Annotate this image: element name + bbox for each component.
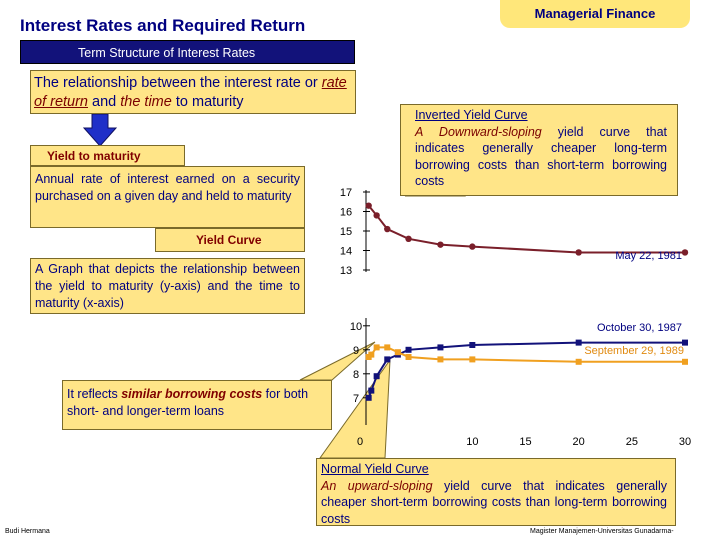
similar-emphasis: similar borrowing costs	[121, 387, 263, 401]
data-point	[575, 249, 582, 256]
lower-x-ticks: 0 10 15 20 25 30	[357, 436, 691, 448]
data-point	[682, 339, 688, 346]
x-tick-label: 25	[626, 436, 638, 448]
series-line	[367, 341, 685, 399]
intro-text-1: The relationship between the interest ra…	[34, 75, 322, 91]
intro-text-2: and	[88, 94, 121, 110]
data-point	[373, 212, 380, 219]
x-tick-label: 10	[466, 436, 478, 448]
y-tick-label: 16	[340, 207, 352, 219]
data-point	[384, 225, 391, 233]
series-label-sep-1989: September 29, 1989	[584, 345, 684, 357]
intro-box: The relationship between the interest ra…	[30, 70, 356, 114]
lower-series-group	[365, 339, 688, 401]
similar-text-1: It reflects	[67, 387, 122, 401]
data-point	[384, 356, 391, 363]
data-point	[384, 344, 391, 351]
ytm-label: Yield to maturity	[30, 145, 185, 166]
intro-text-3: to maturity	[171, 94, 244, 110]
y-tick-label: 9	[353, 345, 359, 357]
data-point	[405, 354, 412, 360]
normal-heading: Normal Yield Curve	[321, 462, 429, 476]
similar-text-2: for both short- and longer-term loans	[67, 387, 309, 418]
similar-costs-box: It reflects similar borrowing costs for …	[62, 380, 332, 430]
inverted-text: yield curve that indicates generally che…	[415, 124, 667, 189]
data-point	[437, 241, 444, 248]
y-tick-label: 10	[350, 321, 362, 333]
data-point	[373, 373, 380, 380]
data-point	[575, 339, 582, 346]
x-tick-label: 20	[573, 436, 585, 448]
series-line	[367, 346, 685, 363]
footer-institution: Magister Manajemen-Universitas Gunadarma…	[530, 528, 674, 535]
data-point	[394, 349, 401, 356]
series-line	[367, 205, 685, 254]
brand-tab: Managerial Finance	[500, 0, 690, 28]
data-point	[405, 235, 412, 242]
y-tick-label: 8	[353, 369, 359, 381]
inverted-emphasis: A Downward-sloping	[415, 124, 542, 139]
down-arrow-icon	[82, 114, 118, 147]
footer-author: Budi Hermana	[5, 528, 50, 535]
y-tick-label: 14	[340, 246, 352, 258]
upper-y-ticks: 17 16 15 14 13	[340, 187, 370, 277]
data-point	[681, 249, 689, 256]
data-point	[575, 358, 582, 365]
section-banner: Term Structure of Interest Rates	[20, 40, 355, 64]
intro-rate-of-return: rate of return	[34, 75, 347, 110]
data-point	[368, 387, 375, 394]
data-point	[365, 202, 372, 209]
x-tick-label: 15	[519, 436, 531, 448]
data-point	[373, 344, 380, 351]
yield-curve-label: Yield Curve	[155, 228, 305, 252]
x-tick-label: 30	[679, 436, 691, 448]
ytm-definition: Annual rate of interest earned on a secu…	[30, 166, 305, 228]
data-point	[469, 243, 476, 250]
yield-curve-definition: A Graph that depicts the relationship be…	[30, 258, 305, 314]
x-tick-label: 0	[357, 436, 363, 448]
data-point	[365, 394, 372, 401]
lower-y-ticks: 10 9 8 7	[350, 321, 370, 405]
normal-emphasis: An upward-sloping	[321, 478, 433, 493]
inverted-curve-callout: Inverted Yield Curve A Downward-sloping …	[400, 104, 678, 196]
normal-curve-callout: Normal Yield Curve An upward-sloping yie…	[316, 458, 676, 526]
data-point	[368, 351, 375, 358]
intro-time: the time	[120, 94, 172, 110]
data-point	[469, 356, 476, 363]
data-point	[437, 344, 444, 351]
data-point	[682, 358, 688, 365]
series-label-may-1981: May 22, 1981	[615, 250, 682, 262]
y-tick-label: 15	[340, 226, 352, 238]
page-title: Interest Rates and Required Return	[20, 16, 306, 35]
upper-series-group	[365, 202, 689, 256]
y-tick-label: 7	[353, 393, 359, 405]
y-tick-label: 13	[340, 265, 352, 277]
data-point	[437, 356, 444, 363]
inverted-heading: Inverted Yield Curve	[415, 108, 528, 122]
data-point	[405, 346, 412, 353]
normal-text: yield curve that indicates generally che…	[321, 478, 667, 526]
series-label-oct-1987: October 30, 1987	[597, 322, 682, 334]
data-point	[469, 342, 476, 348]
y-tick-label: 17	[340, 187, 352, 199]
